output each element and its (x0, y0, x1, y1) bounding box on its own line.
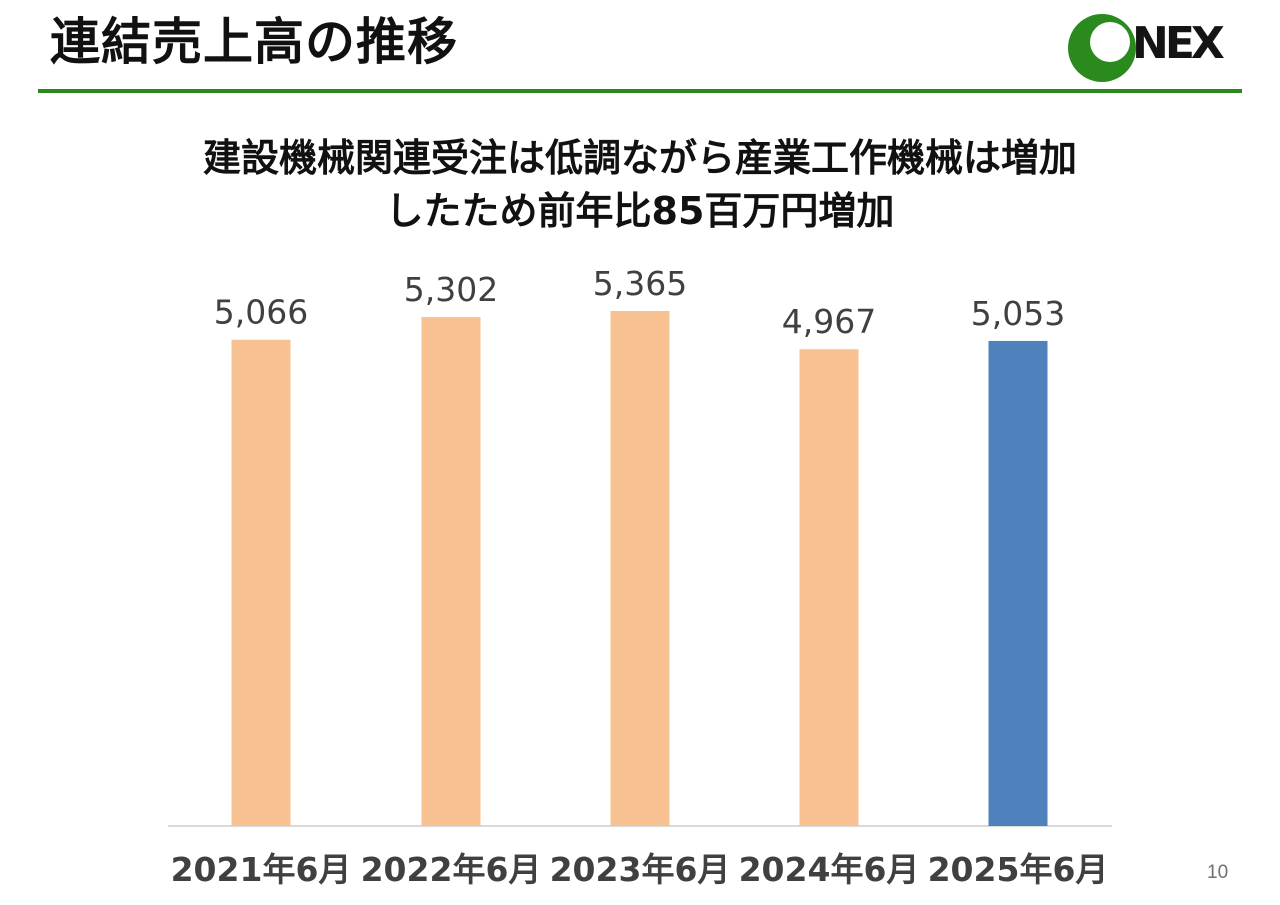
bar-1 (231, 339, 291, 826)
category-label-5: 2025年6月 (928, 850, 1109, 889)
bar-value-label-3: 5,365 (593, 264, 687, 303)
category-label-1: 2021年6月 (171, 850, 352, 889)
bar-value-label-1: 5,066 (214, 293, 308, 332)
logo-text: NEX (1132, 18, 1225, 69)
bar-2 (421, 317, 481, 826)
headline-line-2: したため前年比85百万円増加 (385, 189, 895, 233)
bar-5 (988, 340, 1048, 826)
page-number: 10 (1207, 862, 1229, 883)
bar-3 (610, 311, 670, 826)
headline-line-1: 建設機械関連受注は低調ながら産業工作機械は増加 (202, 136, 1077, 180)
category-label-4: 2024年6月 (739, 850, 920, 889)
bar-4 (799, 349, 859, 826)
bar-group: 5,066 2021年6月 5,302 2022年6月 5,365 2023年6月 4,96… (171, 264, 1109, 889)
bar-value-label-2: 5,302 (404, 270, 498, 309)
category-label-2: 2022年6月 (361, 850, 542, 889)
page-title: 連結売上高の推移 (50, 13, 458, 71)
company-logo: NEX (1066, 12, 1246, 84)
title-divider (38, 89, 1242, 93)
category-label-3: 2023年6月 (550, 850, 731, 889)
bar-value-label-4: 4,967 (782, 302, 876, 341)
bar-value-label-5: 5,053 (971, 294, 1065, 333)
logo-ring-icon (1068, 14, 1136, 82)
